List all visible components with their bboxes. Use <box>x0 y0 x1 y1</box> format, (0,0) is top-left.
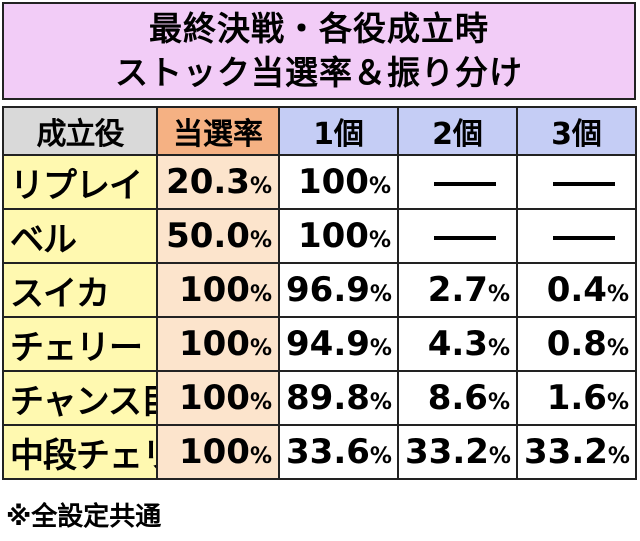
percent-unit: % <box>369 282 392 307</box>
percent-unit: % <box>249 174 272 199</box>
cell-role: チャンス目 <box>2 370 158 426</box>
percent-unit: % <box>369 390 392 415</box>
percent-unit: % <box>606 336 629 361</box>
header-rate: 当選率 <box>156 106 280 156</box>
cell-rate: 100% <box>156 262 280 318</box>
cell-one: 33.6% <box>278 424 399 480</box>
cell-three: 33.2% <box>516 424 637 480</box>
value-number: 100 <box>178 270 250 310</box>
value-number: 0.8 <box>546 324 607 364</box>
role-label: 中段チェリー <box>10 435 155 476</box>
header-three: 3個 <box>516 106 637 156</box>
header-one: 1個 <box>278 106 399 156</box>
percent-unit: % <box>249 336 272 361</box>
cell-three: 0.4% <box>516 262 637 318</box>
footnote: ※全設定共通 <box>6 502 162 532</box>
percent-unit: % <box>606 282 629 307</box>
percent-unit: % <box>487 336 510 361</box>
value-number: 89.8 <box>286 378 370 418</box>
percent-unit: % <box>607 444 630 469</box>
value-number: 1.6 <box>546 378 607 418</box>
value-number: 100 <box>178 378 250 418</box>
role-label: チャンス目 <box>10 381 155 422</box>
percent-unit: % <box>249 444 272 469</box>
value-number: 94.9 <box>286 324 370 364</box>
value-number: 8.6 <box>427 378 488 418</box>
title-line-1: 最終決戦・各役成立時 <box>149 9 489 48</box>
value-number: 20.3 <box>166 162 250 202</box>
table-row: ベル 50.0% 100% <box>2 208 637 264</box>
value-number: 100 <box>178 324 250 364</box>
header-two: 2個 <box>397 106 518 156</box>
cell-rate: 100% <box>156 370 280 426</box>
cell-rate: 20.3% <box>156 154 280 210</box>
cell-three <box>516 208 637 264</box>
table-header-row: 成立役 当選率 1個 2個 3個 <box>2 106 637 156</box>
role-label: スイカ <box>10 273 110 314</box>
percent-unit: % <box>249 282 272 307</box>
cell-role: チェリー <box>2 316 158 372</box>
value-number: 4.3 <box>427 324 488 364</box>
percent-unit: % <box>487 390 510 415</box>
value-number: 96.9 <box>286 270 370 310</box>
value-number: 100 <box>297 162 369 202</box>
value-number: 33.2 <box>405 432 489 472</box>
table-row: スイカ 100% 96.9% 2.7% 0.4% <box>2 262 637 318</box>
cell-two: 2.7% <box>397 262 518 318</box>
cell-rate: 50.0% <box>156 208 280 264</box>
value-number: 50.0 <box>166 216 250 256</box>
stock-table: 成立役 当選率 1個 2個 3個 リプレイ 20.3% 100% ベル 50.0% 100… <box>2 106 637 480</box>
cell-role: ベル <box>2 208 158 264</box>
dash-mark <box>434 235 496 240</box>
cell-three: 0.8% <box>516 316 637 372</box>
cell-rate: 100% <box>156 424 280 480</box>
value-number: 100 <box>297 216 369 256</box>
percent-unit: % <box>488 444 511 469</box>
value-number: 0.4 <box>546 270 607 310</box>
dash-mark <box>553 181 615 186</box>
percent-unit: % <box>606 390 629 415</box>
percent-unit: % <box>249 228 272 253</box>
table-row: チャンス目100%89.8%8.6%1.6% <box>2 370 637 426</box>
title-line-2: ストック当選率＆振り分け <box>115 53 523 92</box>
cell-two: 33.2% <box>397 424 518 480</box>
table-row: 中段チェリー100%33.6%33.2%33.2% <box>2 424 637 480</box>
value-number: 33.6 <box>286 432 370 472</box>
role-label: リプレイ <box>10 165 143 206</box>
cell-role: 中段チェリー <box>2 424 158 480</box>
role-label: チェリー <box>10 327 143 368</box>
value-number: 33.2 <box>524 432 608 472</box>
cell-two: 8.6% <box>397 370 518 426</box>
value-number: 100 <box>178 432 250 472</box>
cell-one: 89.8% <box>278 370 399 426</box>
percent-unit: % <box>487 282 510 307</box>
cell-role: リプレイ <box>2 154 158 210</box>
dash-mark <box>553 235 615 240</box>
cell-three: 1.6% <box>516 370 637 426</box>
table-row: リプレイ 20.3% 100% <box>2 154 637 210</box>
cell-one: 96.9% <box>278 262 399 318</box>
cell-one: 94.9% <box>278 316 399 372</box>
dash-mark <box>434 181 496 186</box>
cell-rate: 100% <box>156 316 280 372</box>
percent-unit: % <box>368 174 391 199</box>
title-banner: 最終決戦・各役成立時 ストック当選率＆振り分け <box>2 2 636 100</box>
cell-one: 100% <box>278 208 399 264</box>
value-number: 2.7 <box>427 270 488 310</box>
percent-unit: % <box>249 390 272 415</box>
table-row: チェリー 100% 94.9% 4.3% 0.8% <box>2 316 637 372</box>
cell-two <box>397 154 518 210</box>
header-role: 成立役 <box>2 106 158 156</box>
role-label: ベル <box>10 219 77 260</box>
cell-role: スイカ <box>2 262 158 318</box>
cell-one: 100% <box>278 154 399 210</box>
percent-unit: % <box>369 444 392 469</box>
percent-unit: % <box>369 336 392 361</box>
cell-three <box>516 154 637 210</box>
percent-unit: % <box>368 228 391 253</box>
cell-two <box>397 208 518 264</box>
cell-two: 4.3% <box>397 316 518 372</box>
